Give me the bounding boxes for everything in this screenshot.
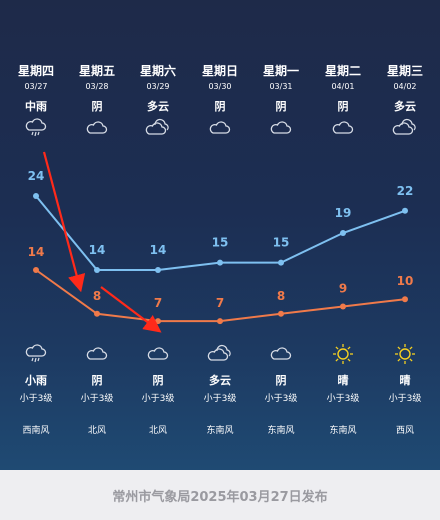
wind-direction: 北风: [148, 426, 167, 436]
annotation-arrow: [42, 151, 86, 293]
high-temp-point: [278, 259, 284, 266]
sun-icon: [312, 343, 374, 365]
low-temp-point: [402, 296, 408, 303]
low-temp-label: 8: [277, 289, 285, 303]
double-cloud-icon: [374, 117, 436, 139]
high-temp-label: 15: [212, 236, 229, 250]
night-condition: 晴: [399, 374, 411, 387]
high-temp-label: 24: [28, 169, 45, 183]
low-temp-point: [278, 310, 284, 317]
day-condition: 阴: [337, 100, 349, 113]
rain-cloud-icon: [5, 343, 67, 365]
wind-direction: 西南风: [22, 426, 50, 436]
cloud-icon: [66, 117, 128, 139]
publisher-footer: 常州市气象局2025年03月27日发布: [0, 470, 440, 520]
high-temp-point: [402, 207, 408, 214]
high-temp-label: 22: [397, 184, 414, 198]
low-temp-label: 8: [93, 289, 101, 303]
day-date: 03/28: [85, 82, 109, 91]
high-temp-point: [217, 259, 223, 266]
low-temp-point: [94, 310, 100, 317]
night-condition: 多云: [209, 374, 231, 387]
wind-direction: 西风: [395, 426, 414, 436]
wind-level: 小于3级: [203, 394, 237, 404]
day-date: 03/31: [269, 82, 293, 91]
day-condition: 阴: [275, 100, 287, 113]
day-date: 03/30: [208, 82, 232, 91]
high-temp-point: [33, 193, 39, 199]
cloud-icon: [312, 117, 374, 139]
wind-level: 小于3级: [80, 394, 114, 404]
double-cloud-icon: [189, 343, 251, 365]
wind-direction: 东南风: [206, 426, 234, 436]
wind-direction: 东南风: [267, 426, 295, 436]
low-temp-label: 10: [397, 274, 414, 288]
high-temp-label: 15: [273, 236, 290, 250]
day-date: 04/02: [393, 82, 417, 91]
sun-icon: [374, 343, 436, 365]
footer-text: 常州市气象局2025年03月27日发布: [112, 489, 328, 505]
day-date: 03/29: [146, 82, 170, 91]
temperature-chart: 24 14 14 15 15 19 22 14 8 7 7 8 9 10: [28, 151, 414, 333]
day-condition: 阴: [91, 100, 103, 113]
wind-level: 小于3级: [264, 394, 298, 404]
weather-forecast-panel: 24 14 14 15 15 19 22 14 8 7 7 8 9 10 星期四 03/27 中雨小雨小于3级…: [0, 0, 440, 470]
day-condition: 阴: [214, 100, 226, 113]
day-weekday: 星期二: [324, 64, 361, 78]
night-condition: 晴: [337, 374, 349, 387]
day-date: 03/27: [24, 82, 48, 91]
high-temp-point: [340, 230, 346, 236]
cloud-icon: [66, 343, 128, 365]
wind-direction: 北风: [87, 426, 106, 436]
day-weekday: 星期日: [201, 64, 238, 78]
low-temp-label: 9: [339, 282, 347, 296]
day-condition: 多云: [147, 100, 169, 113]
cloud-icon: [250, 117, 312, 139]
cloud-icon: [250, 343, 312, 365]
annotation-arrow: [100, 286, 162, 333]
day-date: 04/01: [331, 82, 355, 91]
night-condition: 阴: [91, 374, 103, 387]
high-temp-label: 19: [335, 206, 352, 220]
wind-level: 小于3级: [326, 394, 360, 404]
day-weekday: 星期一: [262, 64, 299, 78]
wind-level: 小于3级: [19, 394, 53, 404]
low-temp-point: [217, 318, 223, 325]
low-temp-point: [340, 303, 346, 310]
cloud-icon: [189, 117, 251, 139]
low-temp-label: 7: [154, 296, 162, 310]
double-cloud-icon: [127, 117, 189, 139]
high-temp-label: 14: [150, 243, 167, 257]
wind-level: 小于3级: [388, 394, 422, 404]
high-temp-point: [155, 267, 161, 273]
wind-direction: 东南风: [329, 426, 357, 436]
cloud-icon: [127, 343, 189, 365]
low-temp-label: 7: [216, 296, 224, 310]
day-weekday: 星期六: [139, 64, 176, 78]
day-weekday: 星期四: [17, 64, 54, 78]
high-temp-point: [94, 267, 100, 273]
low-temp-point: [33, 267, 39, 273]
night-condition: 阴: [152, 374, 164, 387]
wind-level: 小于3级: [141, 394, 175, 404]
day-condition: 多云: [394, 100, 416, 113]
day-condition: 中雨: [25, 100, 47, 113]
low-temp-label: 14: [28, 245, 45, 259]
day-weekday: 星期三: [386, 64, 423, 78]
rain-cloud-icon: [5, 117, 67, 139]
low-temp-point: [155, 318, 161, 325]
high-temp-label: 14: [89, 243, 106, 257]
night-condition: 小雨: [25, 374, 47, 387]
day-weekday: 星期五: [78, 64, 115, 78]
night-condition: 阴: [275, 374, 287, 387]
